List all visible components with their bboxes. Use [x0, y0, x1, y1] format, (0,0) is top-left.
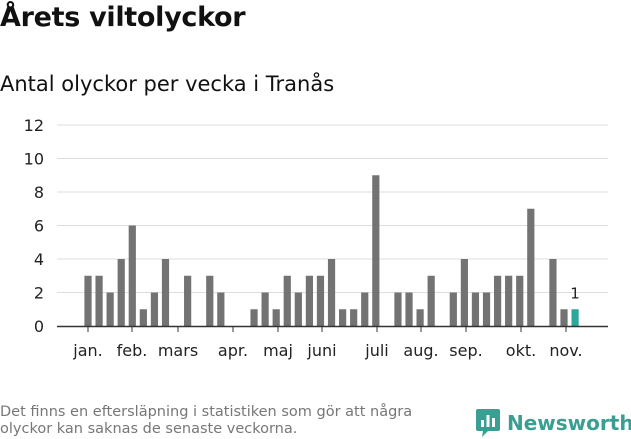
bar: [217, 292, 225, 326]
bar: [527, 208, 535, 326]
bar: [405, 292, 413, 326]
y-tick-label: 0: [34, 317, 44, 336]
bar: [416, 309, 424, 326]
x-tick-label: aug.: [403, 341, 438, 360]
x-tick-label: apr.: [218, 341, 248, 360]
bar: [283, 275, 291, 326]
bar: [372, 175, 380, 326]
chart-subtitle: Antal olyckor per vecka i Tranås: [0, 72, 335, 96]
bar: [460, 259, 468, 326]
x-tick-label: feb.: [117, 341, 148, 360]
x-tick-label: maj: [263, 341, 293, 360]
x-tick-label: mars: [158, 341, 198, 360]
bar: [150, 292, 159, 326]
bar: [350, 309, 358, 326]
chart-title: Årets viltolyckor: [0, 2, 246, 33]
bar: [184, 275, 192, 326]
y-tick-label: 6: [34, 217, 44, 236]
x-tick-label: juni: [306, 341, 336, 360]
bar: [505, 275, 513, 326]
bar: [161, 259, 170, 326]
bar: [117, 259, 125, 326]
bar-chart: 0 2 4 6 8 10 12 jan. feb. mars apr. maj juni juli aug.…: [24, 116, 608, 360]
bar: [339, 309, 347, 326]
brand-name: Newsworthy: [507, 411, 631, 435]
bar: [394, 292, 402, 326]
bar: [128, 225, 136, 326]
footnote: Det finns en eftersläpning i statistiken…: [0, 404, 413, 437]
bar: [449, 292, 457, 326]
y-tick-label: 2: [34, 284, 44, 303]
y-tick-label: 4: [34, 250, 44, 269]
x-tick-label: sep.: [449, 341, 482, 360]
y-tick-label: 8: [34, 183, 44, 202]
bar: [261, 292, 269, 326]
bar: [571, 309, 579, 326]
bar: [327, 259, 336, 326]
bar: [482, 292, 491, 326]
bar: [560, 309, 568, 326]
x-tick-label: jan.: [72, 341, 102, 360]
bar: [84, 275, 92, 326]
bar: [493, 275, 502, 326]
bar: [294, 292, 302, 326]
bar: [471, 292, 480, 326]
bar: [272, 309, 280, 326]
y-tick-label: 12: [24, 116, 44, 135]
y-tick-label: 10: [24, 150, 44, 169]
bar: [139, 309, 147, 326]
x-tick-label: juli: [364, 341, 388, 360]
newsworthy-logo-icon: [476, 409, 500, 437]
brand: Newsworthy: [475, 408, 631, 438]
x-tick-label: nov.: [549, 341, 582, 360]
bar: [361, 292, 369, 326]
bar: [549, 259, 557, 326]
x-tick-label: okt.: [506, 341, 536, 360]
bar: [427, 275, 435, 326]
bar: [106, 292, 114, 326]
bar: [95, 275, 103, 326]
bar: [206, 275, 214, 326]
data-label: 1: [570, 284, 580, 302]
bar: [305, 275, 313, 326]
bar: [250, 309, 258, 326]
bar: [516, 275, 524, 326]
bar: [316, 275, 325, 326]
